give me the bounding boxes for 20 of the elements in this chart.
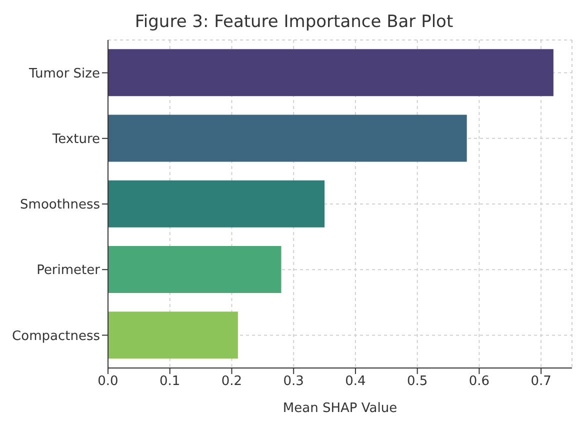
y-tick-label: Compactness [12, 328, 100, 344]
x-tick-label: 0.4 [345, 374, 366, 390]
bar [108, 180, 325, 228]
chart-title: Figure 3: Feature Importance Bar Plot [134, 11, 454, 34]
x-tick-label: 0.6 [468, 374, 490, 390]
bar [108, 312, 238, 359]
bar [108, 49, 554, 96]
bar [108, 246, 282, 293]
x-axis-title: Mean SHAP Value [282, 401, 398, 416]
y-tick-label: Smoothness [20, 198, 100, 213]
x-tick-label: 0.5 [406, 374, 428, 390]
x-tick-label: 0.7 [530, 374, 552, 390]
x-tick-label: 0.3 [283, 374, 304, 390]
bar [108, 114, 467, 162]
x-tick-label: 0.2 [221, 374, 242, 390]
y-tick-label: Tumor Size [28, 66, 100, 82]
y-tick-label: Perimeter [36, 263, 101, 278]
x-tick-label: 0.0 [98, 374, 118, 390]
y-tick-label: Texture [51, 132, 100, 148]
x-tick-label: 0.1 [160, 374, 180, 390]
